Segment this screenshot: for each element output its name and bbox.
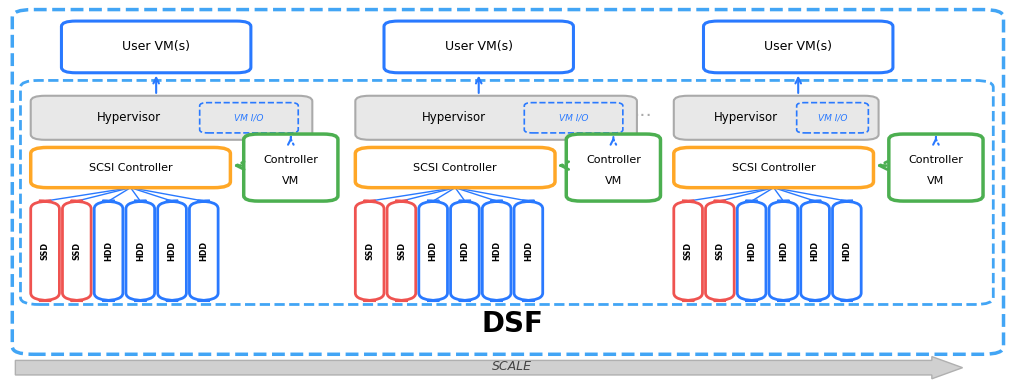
Text: SCSI Controller: SCSI Controller [414,162,497,173]
FancyBboxPatch shape [384,21,573,73]
FancyBboxPatch shape [674,96,879,140]
FancyBboxPatch shape [126,201,155,301]
Text: DSF: DSF [481,309,543,338]
Text: User VM(s): User VM(s) [444,41,513,53]
Text: VM I/O: VM I/O [818,113,847,122]
FancyBboxPatch shape [419,201,447,301]
Text: HDD: HDD [779,241,787,261]
Text: Controller: Controller [263,154,318,165]
Text: HDD: HDD [200,241,208,261]
Text: SSD: SSD [684,242,692,260]
Text: SCSI Controller: SCSI Controller [89,162,172,173]
Text: HDD: HDD [811,241,819,261]
FancyBboxPatch shape [769,201,798,301]
FancyBboxPatch shape [61,21,251,73]
FancyBboxPatch shape [703,21,893,73]
FancyBboxPatch shape [889,134,983,201]
Text: Controller: Controller [908,154,964,165]
Text: SCSI Controller: SCSI Controller [732,162,815,173]
Text: HDD: HDD [524,241,532,261]
FancyBboxPatch shape [355,201,384,301]
FancyBboxPatch shape [797,103,868,133]
Text: VM I/O: VM I/O [559,113,589,122]
FancyBboxPatch shape [833,201,861,301]
Text: SSD: SSD [716,242,724,260]
FancyBboxPatch shape [12,10,1004,354]
FancyBboxPatch shape [706,201,734,301]
Text: User VM(s): User VM(s) [122,41,190,53]
Text: Hypervisor: Hypervisor [97,111,162,124]
FancyBboxPatch shape [801,201,829,301]
Text: VM: VM [605,176,622,186]
Text: HDD: HDD [104,241,113,261]
Text: Hypervisor: Hypervisor [422,111,486,124]
FancyBboxPatch shape [355,147,555,188]
Text: Hypervisor: Hypervisor [714,111,777,124]
FancyArrow shape [15,357,963,379]
FancyBboxPatch shape [158,201,186,301]
Text: User VM(s): User VM(s) [764,41,833,53]
Text: HDD: HDD [461,241,469,261]
FancyBboxPatch shape [31,147,230,188]
FancyBboxPatch shape [566,134,660,201]
FancyBboxPatch shape [31,201,59,301]
FancyBboxPatch shape [451,201,479,301]
FancyBboxPatch shape [355,96,637,140]
FancyBboxPatch shape [514,201,543,301]
Text: HDD: HDD [136,241,144,261]
Text: Controller: Controller [586,154,641,165]
FancyBboxPatch shape [62,201,91,301]
FancyBboxPatch shape [482,201,511,301]
Text: SSD: SSD [397,242,406,260]
Text: SSD: SSD [41,242,49,260]
FancyBboxPatch shape [674,147,873,188]
FancyBboxPatch shape [200,103,298,133]
FancyBboxPatch shape [674,201,702,301]
Text: HDD: HDD [493,241,501,261]
Text: SCALE: SCALE [492,360,532,373]
Text: SSD: SSD [366,242,374,260]
Text: VM: VM [283,176,299,186]
Text: ...: ... [634,101,652,119]
FancyBboxPatch shape [244,134,338,201]
Text: HDD: HDD [843,241,851,261]
Text: HDD: HDD [429,241,437,261]
Text: VM: VM [928,176,944,186]
Text: SSD: SSD [73,242,81,260]
FancyBboxPatch shape [387,201,416,301]
Text: HDD: HDD [168,241,176,261]
FancyBboxPatch shape [31,96,312,140]
FancyBboxPatch shape [20,80,993,304]
Text: VM I/O: VM I/O [234,113,264,122]
Text: HDD: HDD [748,241,756,261]
FancyBboxPatch shape [189,201,218,301]
FancyBboxPatch shape [524,103,623,133]
FancyBboxPatch shape [94,201,123,301]
FancyBboxPatch shape [737,201,766,301]
